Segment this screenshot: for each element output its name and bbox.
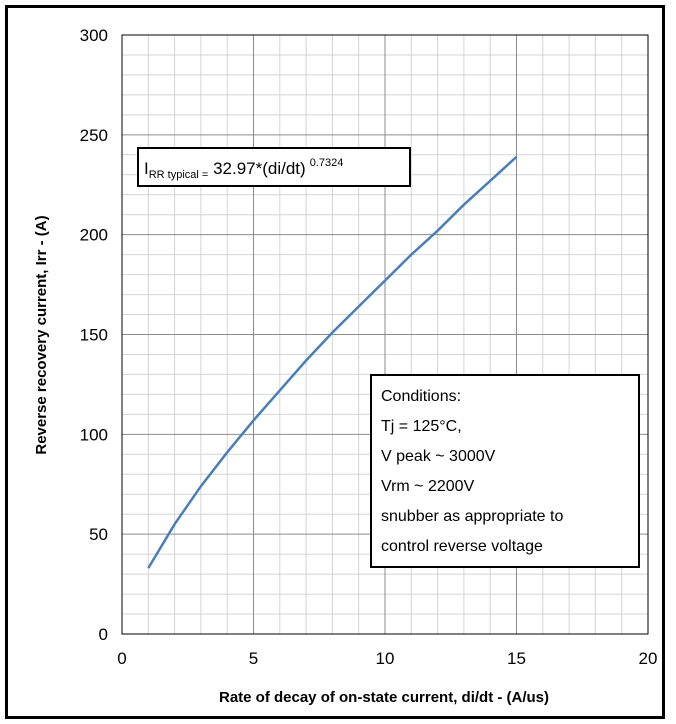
y-tick-label: 150 — [80, 326, 108, 345]
x-axis-title: Rate of decay of on-state current, di/dt… — [219, 689, 549, 706]
y-axis-title: Reverse recovery current, Irr - (A) — [33, 215, 50, 454]
equation-text: IRR typical = 32.97*(di/dt) 0.7324 — [144, 157, 343, 181]
major-grid — [122, 35, 648, 634]
equation-box: IRR typical = 32.97*(di/dt) 0.7324 — [137, 147, 411, 187]
y-tick-label: 0 — [99, 625, 108, 644]
series-line — [147, 155, 518, 569]
y-tick-label: 50 — [89, 525, 108, 544]
conditions-line: V peak ~ 3000V — [381, 448, 496, 465]
y-tick-labels: 0 50 100 150 200 250 300 — [80, 26, 108, 644]
plot-border — [121, 34, 649, 635]
y-tick-label: 100 — [80, 425, 108, 444]
conditions-line: control reverse voltage — [381, 538, 543, 555]
chart-frame — [5, 5, 665, 719]
conditions-line: Vrm ~ 2200V — [381, 478, 475, 495]
x-tick-labels: 0 5 10 15 20 — [117, 649, 657, 668]
x-tick-label: 5 — [249, 649, 258, 668]
conditions-line: Conditions: — [381, 388, 461, 405]
y-tick-label: 200 — [80, 226, 108, 245]
x-tick-label: 15 — [507, 649, 526, 668]
y-tick-label: 250 — [80, 126, 108, 145]
x-tick-label: 20 — [639, 649, 658, 668]
y-tick-label: 300 — [80, 26, 108, 45]
x-tick-label: 10 — [376, 649, 395, 668]
conditions-line: snubber as appropriate to — [381, 508, 563, 525]
conditions-line: Tj = 125°C, — [381, 418, 462, 435]
x-tick-label: 0 — [117, 649, 126, 668]
conditions-box: Conditions: Tj = 125°C, V peak ~ 3000V Vrm … — [370, 374, 640, 568]
